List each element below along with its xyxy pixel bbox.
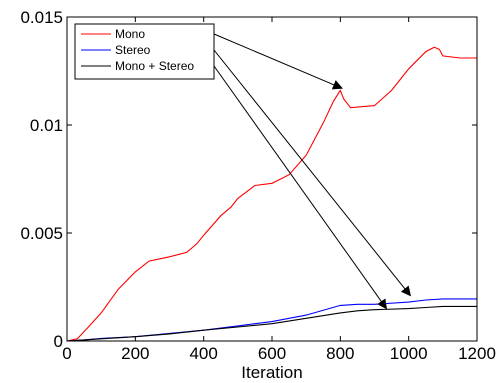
legend-label: Mono + Stereo: [115, 59, 194, 73]
annotation-arrow-1: [213, 33, 343, 90]
annotation-arrow-2: [213, 49, 411, 297]
x-tick-label: 800: [326, 344, 354, 363]
x-tick-label: 1000: [390, 344, 428, 363]
series-line-2: [66, 298, 477, 342]
y-tick-label: 0.005: [20, 224, 63, 243]
x-tick-label: 200: [121, 344, 149, 363]
y-tick-label: 0.01: [30, 116, 63, 135]
x-axis-title: Iteration: [241, 363, 302, 382]
x-tick-label: 0: [62, 344, 71, 363]
series-line-3: [66, 305, 477, 342]
y-tick-label: 0: [54, 332, 63, 351]
y-tick-label: 0.015: [20, 8, 63, 27]
series-line-1: [66, 46, 477, 342]
x-tick-label: 600: [258, 344, 286, 363]
x-tick-label: 1200: [458, 344, 496, 363]
legend-box: [74, 23, 215, 80]
annotation-arrow-3: [213, 65, 388, 310]
legend-label: Stereo: [115, 43, 151, 57]
x-tick-label: 400: [189, 344, 217, 363]
legend-label: Mono: [115, 27, 145, 41]
legend: Mono Stereo Mono + Stereo: [74, 23, 215, 80]
